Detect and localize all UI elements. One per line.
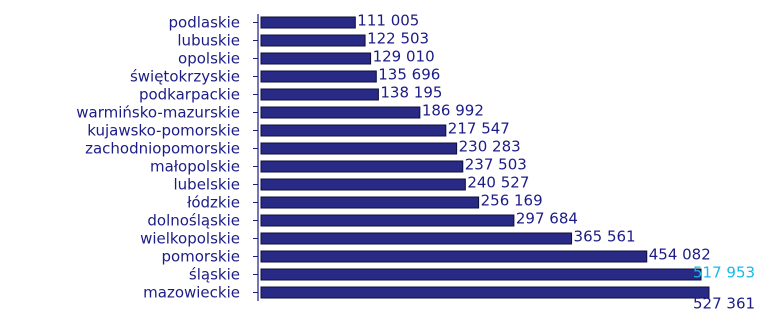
bar-10: [260, 196, 480, 209]
data-label: 111 005: [357, 12, 419, 30]
bar-2: [260, 52, 372, 65]
category-label: śląskie: [189, 266, 240, 284]
category-label: małopolskie: [150, 158, 240, 176]
category-label: lubelskie: [174, 176, 241, 194]
bar-13: [260, 250, 648, 263]
data-label: 217 547: [448, 120, 510, 138]
bar-8: [260, 160, 464, 173]
data-label: 138 195: [380, 84, 442, 102]
category-label: mazowieckie: [143, 284, 240, 302]
category-label: zachodniopomorskie: [85, 140, 240, 158]
category-label: podlaskie: [169, 14, 240, 32]
category-label: wielkopolskie: [140, 230, 240, 248]
data-label: 129 010: [373, 48, 435, 66]
bar-5: [260, 106, 421, 119]
data-label: 240 527: [467, 174, 529, 192]
bar-7: [260, 142, 458, 155]
bar-12: [260, 232, 573, 245]
data-label: 237 503: [465, 156, 527, 174]
chart-axis: [253, 14, 259, 301]
bar-15: [260, 286, 710, 299]
data-label: 454 082: [649, 246, 711, 264]
bar-0: [260, 16, 356, 29]
category-label: pomorskie: [161, 248, 240, 266]
bar-14: [260, 268, 702, 281]
category-label: warmińsko-mazurskie: [76, 104, 240, 122]
category-label: opolskie: [178, 50, 240, 68]
data-label: 256 169: [481, 192, 543, 210]
data-label: 122 503: [367, 30, 429, 48]
bar-6: [260, 124, 447, 137]
bar-3: [260, 70, 377, 83]
data-label: 297 684: [516, 210, 578, 228]
category-label: dolnośląskie: [147, 212, 240, 230]
category-labels: podlaskielubuskieopolskieświętokrzyskiep…: [76, 14, 240, 302]
data-label: 135 696: [378, 66, 440, 84]
data-label: 527 361: [693, 295, 755, 313]
chart-bars: [260, 16, 710, 299]
category-label: łódzkie: [187, 194, 240, 212]
category-label: podkarpackie: [139, 86, 240, 104]
category-label: kujawsko-pomorskie: [87, 122, 240, 140]
category-label: świętokrzyskie: [130, 68, 240, 86]
data-label: 517 953: [693, 264, 755, 282]
data-label: 230 283: [459, 138, 521, 156]
bar-9: [260, 178, 466, 191]
category-label: lubuskie: [177, 32, 240, 50]
bar-1: [260, 34, 366, 47]
bar-11: [260, 214, 515, 227]
data-label: 186 992: [422, 102, 484, 120]
bar-4: [260, 88, 379, 101]
data-label: 365 561: [574, 228, 636, 246]
